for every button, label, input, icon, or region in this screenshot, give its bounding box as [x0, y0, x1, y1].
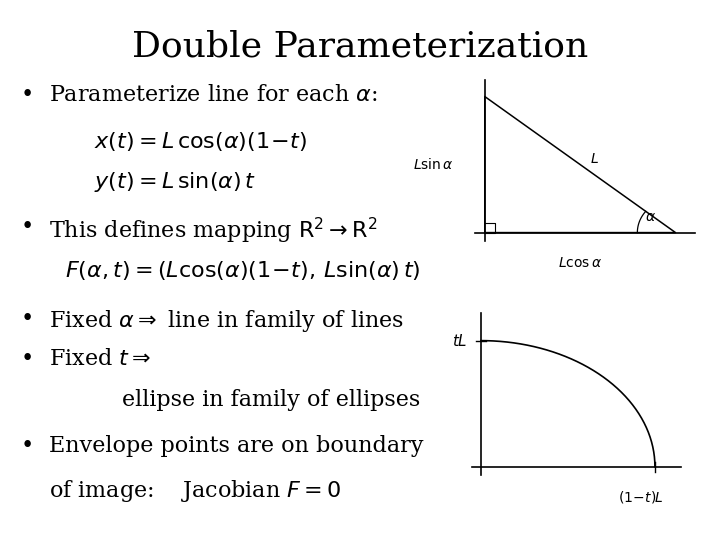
Text: $\alpha$: $\alpha$ [645, 210, 656, 224]
Text: $tL$: $tL$ [451, 333, 467, 349]
Text: This defines mapping $\mathrm{R}^2 \rightarrow \mathrm{R}^2$: This defines mapping $\mathrm{R}^2 \righ… [49, 216, 377, 246]
Text: $L\cos\alpha$: $L\cos\alpha$ [558, 256, 602, 271]
Text: $F(\alpha,t) = (L\cos(\alpha)(1\!-\!t),\, L\sin(\alpha)\, t)$: $F(\alpha,t) = (L\cos(\alpha)(1\!-\!t),\… [65, 259, 420, 282]
Text: •: • [20, 348, 33, 370]
Text: of image:    Jacobian $F = 0$: of image: Jacobian $F = 0$ [49, 478, 341, 504]
Text: •: • [20, 84, 33, 106]
Text: •: • [20, 435, 33, 457]
Text: $y(t) = L\,\sin(\alpha)\, t$: $y(t) = L\,\sin(\alpha)\, t$ [94, 170, 256, 194]
Text: ellipse in family of ellipses: ellipse in family of ellipses [122, 389, 420, 411]
Text: •: • [20, 216, 33, 238]
Text: $L$: $L$ [590, 152, 599, 166]
Text: Fixed $t \Rightarrow$: Fixed $t \Rightarrow$ [49, 348, 151, 370]
Text: Parameterize line for each $\alpha$:: Parameterize line for each $\alpha$: [49, 84, 377, 106]
Text: Envelope points are on boundary: Envelope points are on boundary [49, 435, 423, 457]
Text: Double Parameterization: Double Parameterization [132, 30, 588, 64]
Text: Fixed $\alpha \Rightarrow$ line in family of lines: Fixed $\alpha \Rightarrow$ line in famil… [49, 308, 404, 334]
Text: •: • [20, 308, 33, 330]
Text: $x(t) = L\,\cos(\alpha)(1\!-\!t)$: $x(t) = L\,\cos(\alpha)(1\!-\!t)$ [94, 130, 307, 153]
Text: $L\sin\alpha$: $L\sin\alpha$ [413, 157, 454, 172]
Text: $(1\!-\!t)L$: $(1\!-\!t)L$ [618, 489, 664, 505]
